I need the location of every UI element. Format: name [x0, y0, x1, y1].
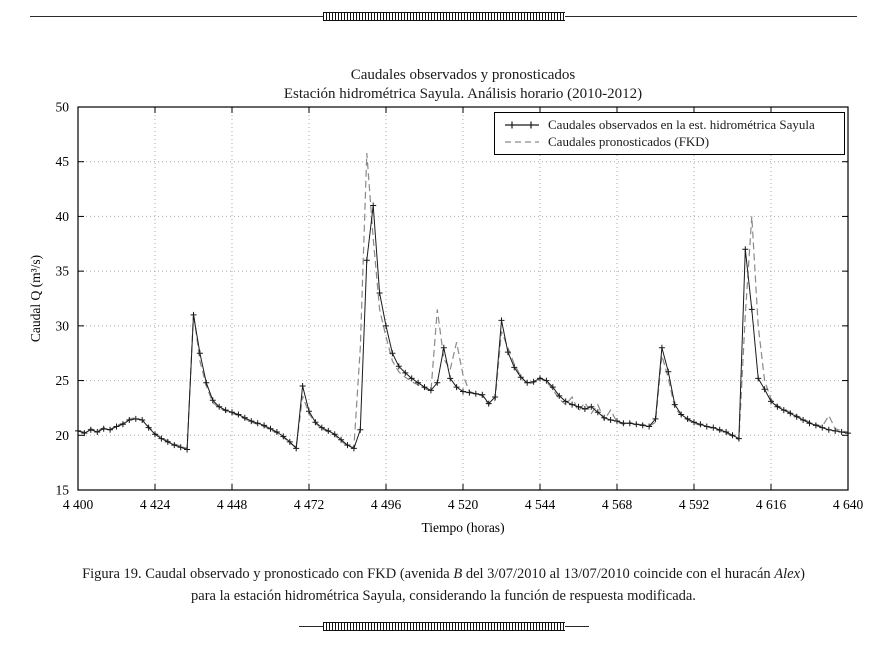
svg-text:30: 30	[56, 318, 70, 333]
forecast-line-sample-icon	[505, 140, 539, 143]
svg-text:4 640: 4 640	[833, 497, 864, 512]
legend-label-forecast: Caudales pronosticados (FKD)	[548, 134, 710, 149]
chart-title: Caudales observados y pronosticados	[350, 67, 576, 83]
figure-caption: Figura 19. Caudal observado y pronostica…	[40, 563, 847, 607]
svg-text:50: 50	[56, 100, 70, 115]
caption-line-1: Figura 19. Caudal observado y pronostica…	[82, 566, 805, 582]
rule-line	[564, 15, 857, 18]
rule-line	[30, 15, 323, 18]
svg-text:4 400: 4 400	[63, 497, 94, 512]
svg-text:4 496: 4 496	[371, 497, 402, 512]
observed-line-sample-icon	[505, 121, 539, 128]
svg-text:4 568: 4 568	[602, 497, 633, 512]
svg-text:20: 20	[56, 428, 70, 443]
legend-label-observed: Caudales observados en la est. hidrométr…	[548, 117, 815, 132]
svg-text:4 448: 4 448	[217, 497, 248, 512]
rule-line	[565, 625, 589, 628]
rule-line	[299, 625, 323, 628]
bottom-decorative-rule	[299, 622, 589, 631]
hatch-pattern	[323, 622, 565, 631]
svg-text:Caudal Q (m³/s): Caudal Q (m³/s)	[28, 255, 43, 342]
hatch-pattern	[322, 12, 565, 21]
svg-text:4 472: 4 472	[294, 497, 324, 512]
svg-text:4 616: 4 616	[756, 497, 787, 512]
chart-subtitle: Estación hidrométrica Sayula. Análisis h…	[283, 85, 643, 102]
svg-text:Tiempo (horas): Tiempo (horas)	[421, 520, 504, 535]
top-decorative-rule	[30, 12, 857, 21]
hydrograph-chart: 4 400 4 424 4 448 4 472 4 496 4 520 4 544 4 568…	[28, 100, 864, 536]
legend-entry-forecast: Caudales pronosticados (FKD)	[503, 133, 836, 150]
chart-title-block: Caudales observados y pronosticados Esta…	[78, 66, 848, 104]
legend-entry-observed: Caudales observados en la est. hidrométr…	[503, 116, 836, 133]
svg-text:40: 40	[56, 209, 70, 224]
svg-text:25: 25	[56, 373, 70, 388]
svg-text:4 424: 4 424	[140, 497, 171, 512]
svg-text:45: 45	[56, 154, 70, 169]
svg-text:35: 35	[56, 264, 70, 279]
svg-text:4 592: 4 592	[679, 497, 709, 512]
svg-text:15: 15	[56, 483, 70, 498]
chart-legend: Caudales observados en la est. hidrométr…	[494, 112, 845, 155]
svg-text:4 544: 4 544	[525, 497, 556, 512]
svg-text:4 520: 4 520	[448, 497, 479, 512]
caption-line-2: para la estación hidrométrica Sayula, co…	[191, 588, 696, 604]
